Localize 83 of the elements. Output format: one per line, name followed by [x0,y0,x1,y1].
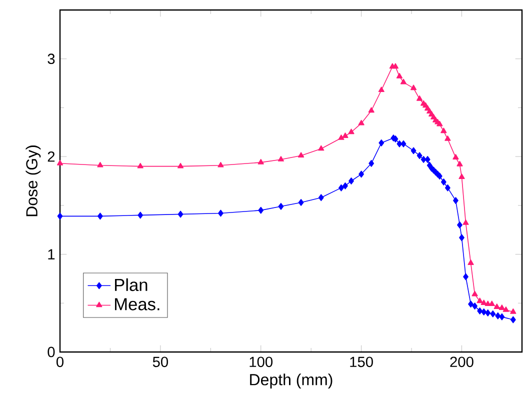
point [472,290,478,296]
point [278,156,284,162]
y-axis-title: Dose (Gy) [26,146,41,216]
point [138,212,144,219]
x-tick-label: 200 [450,356,474,368]
point [498,304,505,310]
point [392,63,399,69]
point [298,199,304,206]
point [510,308,516,314]
point [463,273,468,280]
point [396,72,403,78]
point [490,310,496,318]
point [400,78,407,84]
point [410,147,416,154]
point [476,298,483,304]
y-tick-label: 1 [48,249,55,260]
y-tick-label: 0 [48,346,55,358]
point [368,160,374,167]
legend-label: Meas. [115,298,160,310]
point [480,300,487,306]
point [468,300,474,308]
point [258,206,264,214]
point [481,308,487,316]
point [510,316,516,324]
x-tick-label: 100 [250,356,273,368]
point [499,313,505,320]
point [318,145,324,151]
point [137,162,144,168]
point [338,134,344,140]
point [396,140,402,148]
point [56,160,64,166]
point [502,306,509,312]
x-tick-label: 0 [56,356,64,368]
point [444,136,451,141]
point [378,86,384,92]
point [452,154,459,160]
point [368,107,374,113]
point [416,95,423,101]
point [342,132,348,138]
point [97,162,104,168]
point [348,128,354,134]
point [298,152,304,158]
point [457,221,462,228]
point [410,84,417,90]
point [440,128,447,134]
point [278,202,284,210]
point [178,210,184,218]
x-axis-title: Depth (mm) [250,374,332,388]
point [456,160,463,166]
point [358,170,364,178]
point [97,212,103,220]
point [485,309,491,316]
legend-label: Plan [115,278,148,292]
point [477,307,483,314]
point [218,162,224,168]
y-tick-label: 2 [48,151,55,162]
point [453,197,458,204]
point [338,184,344,192]
point [358,120,364,126]
point [416,152,422,160]
point [468,260,474,265]
point [424,156,430,163]
x-tick-label: 50 [152,356,168,368]
point [258,158,264,164]
point [177,162,184,168]
point [459,234,464,242]
point [400,140,406,148]
point [444,184,450,192]
point [494,304,500,309]
point [495,312,501,320]
point [472,302,478,310]
point [318,194,324,202]
point [440,178,446,186]
point [348,178,354,184]
point [342,182,348,190]
point [462,220,469,225]
x-tick-label: 150 [350,356,373,368]
point [378,139,384,146]
point [420,156,426,163]
point [458,174,465,180]
point [57,212,63,220]
point [218,210,224,217]
y-tick-label: 3 [48,54,55,64]
